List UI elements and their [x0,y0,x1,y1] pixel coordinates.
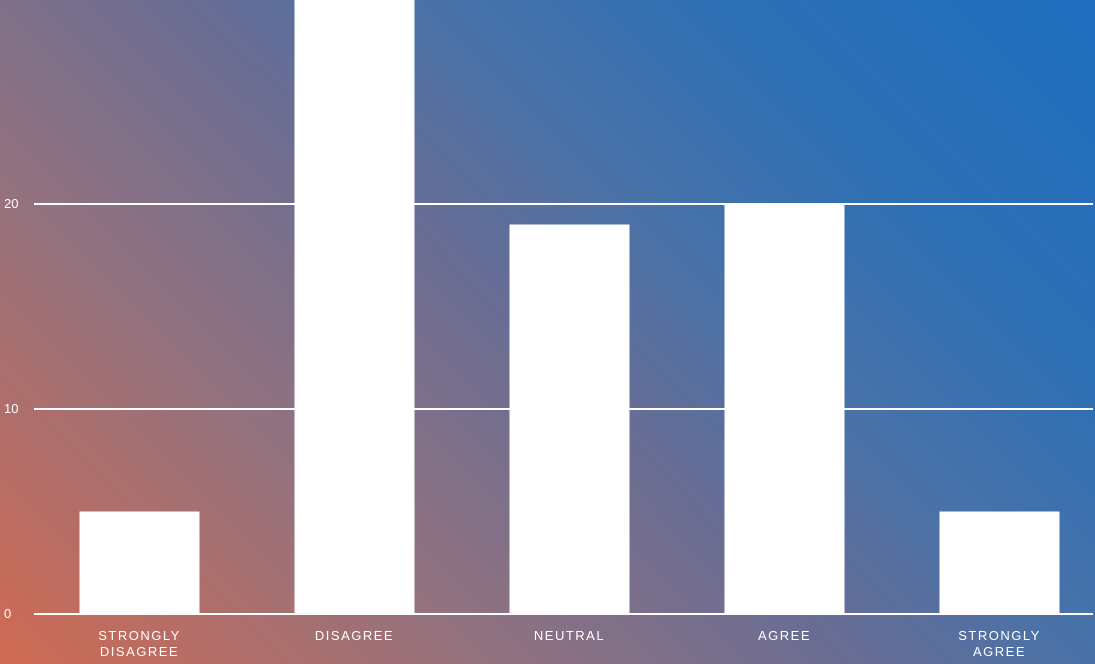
y-axis-ticks: 0 10 20 [4,196,18,621]
x-category-label: STRONGLY DISAGREE [98,628,181,659]
x-category-label-line: STRONGLY [98,628,181,643]
x-category-label-line: AGREE [758,628,811,643]
x-category-label: DISAGREE [315,628,394,643]
x-category-label: STRONGLY AGREE [958,628,1041,659]
bar [939,511,1060,614]
bar [79,511,200,614]
bars [79,0,1060,614]
x-category-label-line: STRONGLY [958,628,1041,643]
bar [509,224,630,614]
x-category-label: AGREE [758,628,811,643]
y-tick-label: 10 [4,401,18,416]
x-category-label-line: NEUTRAL [534,628,605,643]
bar [724,204,845,614]
x-category-label-line: DISAGREE [100,644,179,659]
y-tick-label: 20 [4,196,18,211]
x-category-label-line: AGREE [973,644,1026,659]
y-tick-label: 0 [4,606,11,621]
x-category-label-line: DISAGREE [315,628,394,643]
bar [294,0,415,614]
x-category-label: NEUTRAL [534,628,605,643]
